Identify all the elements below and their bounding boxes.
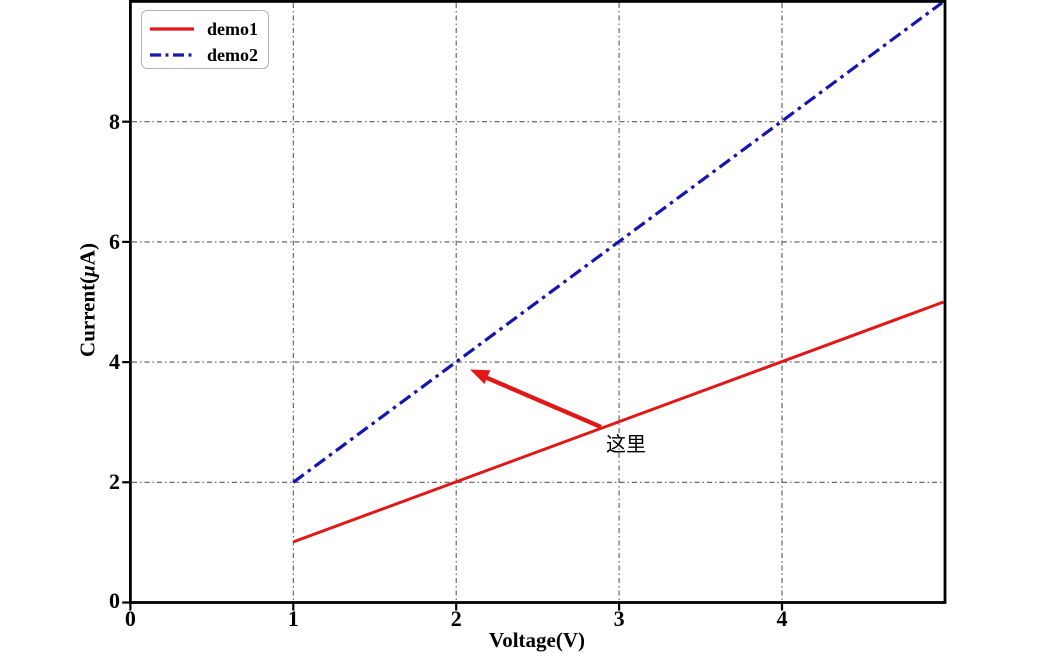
x-tick-label-4: 4 xyxy=(776,606,788,631)
annotation-arrow-head xyxy=(470,369,491,384)
x-axis-label: Voltage(V) xyxy=(488,628,586,652)
x-tick-label-0: 0 xyxy=(124,606,136,631)
x-tick-label-2: 2 xyxy=(450,606,462,631)
demo2-line-sample xyxy=(150,53,194,57)
y-tick-label-2: 2 xyxy=(109,469,120,495)
legend-item-demo2: demo2 xyxy=(149,43,260,68)
legend-item-demo1: demo1 xyxy=(149,17,260,42)
y-axis-label-mu: μ xyxy=(75,265,100,277)
legend-label-demo2: demo2 xyxy=(207,45,258,65)
annotation-arrow-shaft xyxy=(485,375,602,430)
demo2-line xyxy=(292,1,943,484)
demo1-line-sample xyxy=(150,27,194,31)
y-axis-label: Current(μA) xyxy=(76,243,101,357)
legend-label-demo1: demo1 xyxy=(207,19,258,39)
y-tick-label-4: 4 xyxy=(109,349,120,375)
y-tick-label-0: 0 xyxy=(109,588,120,613)
y-tick-label-8: 8 xyxy=(109,108,120,134)
y-axis-label-prefix: Current( xyxy=(75,276,100,357)
y-axis-label-suffix: A) xyxy=(75,243,100,266)
x-tick-label-3: 3 xyxy=(613,606,625,631)
plot-border xyxy=(128,0,947,604)
demo1-line xyxy=(292,300,945,544)
annotation-text: 这里 xyxy=(606,432,646,456)
x-tick-label-1: 1 xyxy=(287,606,299,631)
legend: demo1 demo2 xyxy=(141,10,269,69)
y-tick-label-6: 6 xyxy=(109,228,120,254)
